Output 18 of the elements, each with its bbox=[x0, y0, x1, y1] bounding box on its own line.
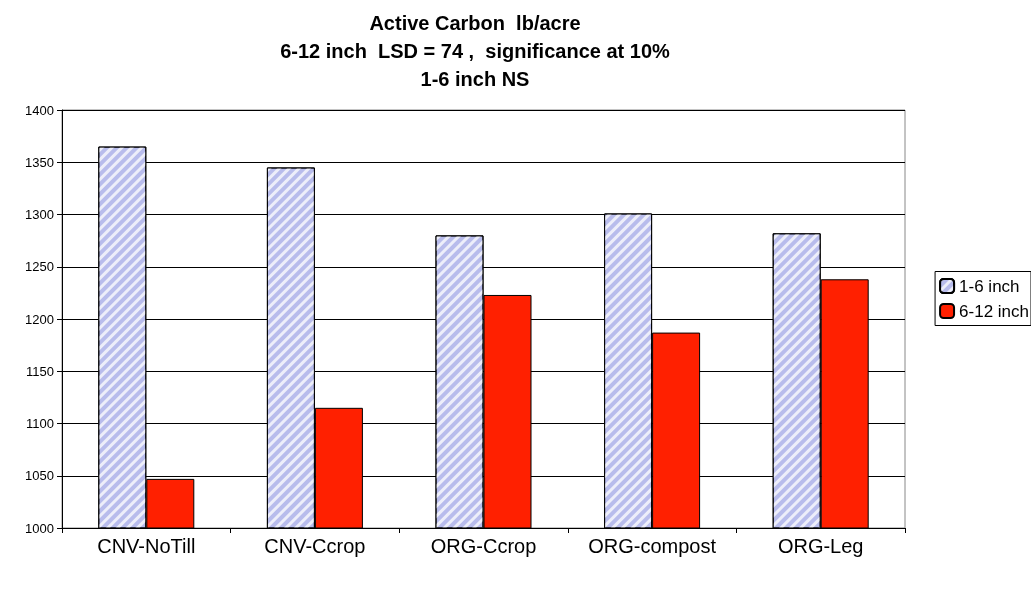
x-tick-label: CNV-Ccrop bbox=[264, 535, 366, 557]
y-tick-label: 1000 bbox=[25, 520, 54, 536]
x-tick-label: CNV-NoTill bbox=[97, 535, 196, 557]
y-tick-label: 1150 bbox=[26, 363, 54, 379]
y-tick-label: 1100 bbox=[26, 416, 54, 431]
x-tick-label: ORG-Leg bbox=[777, 535, 864, 557]
x-tick-label: ORG-compost bbox=[588, 535, 717, 557]
legend-label: 6-12 inch bbox=[959, 301, 1029, 321]
legend-label: 1-6 inch bbox=[959, 276, 1020, 296]
y-tick-label: 1050 bbox=[25, 468, 54, 484]
y-tick-label: 1400 bbox=[25, 102, 54, 118]
y-tick-label: 1350 bbox=[25, 154, 54, 170]
y-tick-label: 1200 bbox=[25, 311, 54, 327]
chart-title: Active Carbon lb/acre bbox=[369, 12, 581, 34]
y-tick-label: 1300 bbox=[25, 207, 54, 222]
y-tick-label: 1250 bbox=[25, 259, 54, 275]
x-tick-label: ORG-Ccrop bbox=[430, 535, 537, 557]
chart-subtitle: 6-12 inch LSD = 74 , significance at 10% 1-6 inch NS bbox=[280, 40, 671, 90]
